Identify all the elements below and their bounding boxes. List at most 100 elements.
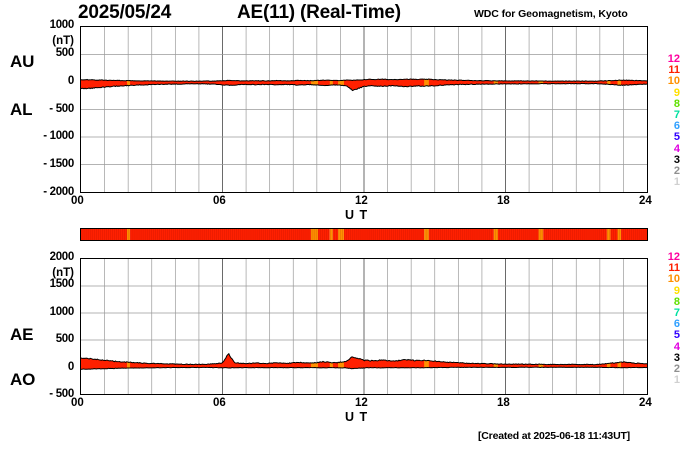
y-unit-bottom: (nT) [52, 267, 74, 279]
bottom-xtick-2: 12 [355, 397, 368, 409]
x-axis-label-bottom: U T [345, 410, 369, 424]
data-trace-ae-ao [81, 352, 647, 370]
legend-level-1: 1 [673, 374, 680, 387]
activity-segment [81, 229, 127, 240]
bottom-ytick-2: 1000 [49, 305, 75, 318]
panel-ae-ao [80, 258, 648, 395]
activity-segment [318, 229, 330, 240]
activity-segment [424, 229, 429, 240]
activity-segment [428, 229, 494, 240]
legend-level-7: 7 [673, 108, 680, 121]
activity-segment [621, 229, 647, 240]
top-xtick-3: 18 [497, 195, 510, 207]
trace-fill [81, 353, 647, 370]
trace-fill-alt [538, 353, 544, 370]
top-ytick-3: - 500 [49, 102, 74, 115]
top-ytick-6: - 2000 [43, 186, 74, 198]
bottom-ytick-5: - 500 [49, 388, 74, 400]
bottom-xtick-4: 24 [639, 397, 652, 409]
trace-fill-alt [329, 353, 333, 370]
series-label-ao: AO [10, 370, 36, 389]
activity-segment [338, 229, 344, 240]
activity-segment [610, 229, 618, 240]
legend-level-8: 8 [673, 97, 680, 110]
bottom-xtick-0: 00 [71, 397, 84, 409]
top-xtick-2: 12 [355, 195, 368, 207]
top-ytick-2: 0 [67, 74, 74, 87]
legend-level-10: 10 [667, 273, 680, 286]
legend-level-9: 9 [673, 284, 680, 297]
trace-fill-alt [424, 353, 429, 370]
legend-level-3: 3 [673, 351, 680, 364]
legend-level-3: 3 [673, 153, 680, 166]
trace-fill-alt [493, 353, 498, 370]
activity-segment [329, 229, 333, 240]
series-label-al: AL [10, 100, 33, 119]
activity-segment [493, 229, 498, 240]
chart-credit: WDC for Geomagnetism, Kyoto [474, 8, 628, 20]
chart-date: 2025/05/24 [78, 2, 172, 23]
legend-level-2: 2 [673, 362, 680, 375]
bottom-ytick-4: 0 [67, 360, 74, 373]
activity-color-bar [80, 228, 648, 241]
activity-segment [543, 229, 607, 240]
legend-level-9: 9 [673, 86, 680, 99]
activity-segment [332, 229, 339, 240]
trace-fill-alt [617, 78, 622, 91]
top-xtick-4: 24 [639, 195, 652, 207]
trace-fill-alt [310, 78, 319, 91]
bottom-ytick-0: 2000 [49, 251, 75, 263]
activity-segment [343, 229, 425, 240]
legend-level-4: 4 [673, 340, 680, 353]
legend-level-6: 6 [673, 318, 680, 331]
trace-outline-lower [81, 366, 647, 370]
trace-fill-alt [538, 78, 544, 91]
color-legend-bottom: 12 11 10 9 8 7 6 5 4 3 2 1 [656, 251, 680, 387]
series-label-ae: AE [10, 325, 34, 344]
trace-outline-upper [81, 78, 647, 82]
legend-level-7: 7 [673, 306, 680, 319]
chart-title: AE(11) (Real-Time) [237, 2, 401, 23]
bottom-xtick-3: 18 [497, 397, 510, 409]
series-label-au: AU [10, 52, 35, 71]
top-ytick-1: 500 [55, 46, 75, 59]
legend-level-12: 12 [667, 251, 680, 263]
activity-segment [617, 229, 622, 240]
legend-level-12: 12 [667, 53, 680, 65]
legend-level-10: 10 [667, 75, 680, 88]
trace-fill [81, 78, 647, 91]
bottom-xtick-1: 06 [213, 397, 226, 409]
legend-level-11: 11 [668, 262, 680, 275]
trace-fill-alt [338, 353, 344, 370]
trace-fill-alt [126, 78, 131, 91]
color-legend-top: 12 11 10 9 8 7 6 5 4 3 2 1 [656, 53, 680, 189]
trace-fill-alt [338, 78, 344, 91]
activity-segment [538, 229, 544, 240]
trace-fill-alt [606, 353, 611, 370]
legend-level-5: 5 [673, 329, 680, 342]
y-unit-top: (nT) [52, 35, 74, 47]
legend-level-11: 11 [668, 64, 680, 77]
activity-segment [130, 229, 311, 240]
legend-level-8: 8 [673, 295, 680, 308]
activity-segment [310, 229, 319, 240]
trace-fill-alt [606, 78, 611, 91]
activity-segment [497, 229, 539, 240]
trace-fill-alt [424, 78, 429, 91]
legend-level-4: 4 [673, 142, 680, 155]
bottom-ytick-1: 1500 [49, 278, 75, 291]
top-ytick-5: - 1500 [43, 158, 74, 171]
trace-outline-upper [81, 352, 647, 366]
trace-outline-lower [81, 82, 647, 92]
created-timestamp: [Created at 2025-06-18 11:43UT] [478, 430, 630, 442]
trace-fill-alt [493, 78, 498, 91]
top-ytick-4: - 1000 [43, 130, 74, 143]
trace-fill-alt [617, 353, 622, 370]
activity-segment [606, 229, 611, 240]
trace-fill-alt [126, 353, 131, 370]
trace-fill-alt [329, 78, 333, 91]
legend-level-1: 1 [673, 176, 680, 189]
legend-level-2: 2 [673, 164, 680, 177]
data-trace-au-al [81, 78, 647, 92]
